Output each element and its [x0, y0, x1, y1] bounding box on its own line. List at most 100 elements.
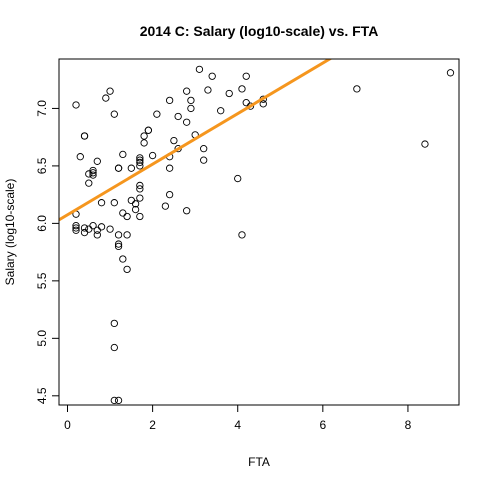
data-point	[174, 112, 182, 121]
data-point	[195, 65, 204, 73]
data-point	[97, 199, 106, 207]
data-point	[123, 212, 131, 221]
data-point	[200, 156, 208, 164]
data-point	[114, 164, 123, 172]
data-point	[131, 205, 140, 214]
data-point	[183, 118, 191, 126]
data-point	[148, 151, 157, 160]
data-point	[119, 209, 127, 217]
data-point	[136, 212, 144, 221]
data-point	[80, 228, 89, 237]
data-point	[144, 126, 153, 134]
data-point	[85, 225, 93, 233]
data-point	[353, 85, 361, 93]
data-point	[72, 222, 80, 230]
data-point	[114, 242, 123, 251]
data-point	[89, 169, 97, 177]
data-point	[131, 200, 140, 208]
plot-area: 0 2 4 6 8 4.5 5.0 5.5 6.0 6.5 7.0	[35, 58, 460, 432]
data-point	[238, 85, 246, 93]
y-tick-label: 7.0	[35, 100, 49, 117]
data-point	[123, 265, 131, 274]
data-point	[246, 102, 255, 110]
data-point	[114, 240, 123, 248]
data-point	[89, 171, 97, 179]
data-point	[200, 145, 208, 153]
data-point	[136, 162, 144, 170]
y-tick-label: 4.5	[35, 387, 49, 404]
data-point	[72, 224, 80, 232]
data-point	[106, 225, 114, 233]
x-tick-label: 8	[405, 418, 412, 432]
x-tick-label: 2	[149, 418, 156, 432]
data-point	[136, 181, 144, 190]
data-point	[93, 157, 101, 165]
chart-title: 2014 C: Salary (log10-scale) vs. FTA	[140, 23, 379, 39]
data-point	[225, 89, 233, 98]
data-point	[97, 223, 106, 231]
data-point	[165, 96, 174, 105]
data-point	[119, 255, 127, 263]
data-point	[72, 226, 80, 234]
data-point	[183, 87, 191, 95]
data-point	[102, 94, 110, 102]
y-tick-label: 6.5	[35, 157, 49, 174]
data-point	[85, 170, 93, 178]
x-axis-label: FTA	[248, 455, 270, 469]
data-point	[140, 132, 148, 140]
regression-line	[59, 59, 333, 222]
data-point	[114, 231, 123, 239]
y-tick-label: 6.0	[35, 215, 49, 232]
data-point	[242, 72, 250, 80]
data-point	[242, 99, 250, 107]
data-point	[234, 174, 242, 183]
data-point	[93, 231, 101, 239]
data-point	[161, 202, 170, 210]
data-point	[114, 396, 123, 405]
data-point	[187, 96, 195, 105]
data-point	[446, 69, 455, 77]
plot-frame	[58, 58, 460, 406]
data-point	[204, 86, 212, 94]
data-point	[76, 153, 84, 161]
data-point	[110, 396, 118, 405]
data-point	[187, 104, 195, 113]
data-point	[183, 207, 191, 215]
data-point	[80, 132, 89, 140]
data-point	[165, 164, 174, 172]
data-point	[170, 136, 178, 145]
y-tick-label: 5.0	[35, 330, 49, 347]
data-point	[119, 150, 127, 159]
data-point	[106, 87, 114, 95]
data-point	[110, 199, 118, 207]
data-point	[80, 224, 89, 232]
data-point	[136, 185, 144, 193]
data-point	[136, 194, 144, 202]
data-point	[89, 222, 97, 230]
data-point	[208, 72, 216, 80]
data-point	[127, 196, 135, 205]
data-point	[123, 231, 131, 239]
data-point	[165, 190, 174, 199]
data-point	[72, 101, 80, 109]
x-tick-label: 0	[64, 418, 71, 432]
data-point	[110, 110, 118, 118]
data-point	[136, 154, 144, 162]
data-point	[259, 100, 267, 108]
data-point	[85, 179, 93, 187]
data-point	[127, 164, 135, 172]
data-point	[421, 140, 429, 148]
data-point	[217, 107, 225, 115]
data-point	[238, 231, 246, 239]
data-point	[89, 166, 97, 175]
x-tick-label: 6	[319, 418, 326, 432]
x-tick-label: 4	[234, 418, 241, 432]
data-point	[110, 319, 118, 328]
y-tick-label: 5.5	[35, 272, 49, 289]
y-axis-label: Salary (log10-scale)	[3, 179, 17, 286]
data-point	[136, 156, 144, 164]
data-point	[136, 158, 144, 167]
data-point	[110, 343, 118, 352]
data-point	[153, 110, 161, 118]
